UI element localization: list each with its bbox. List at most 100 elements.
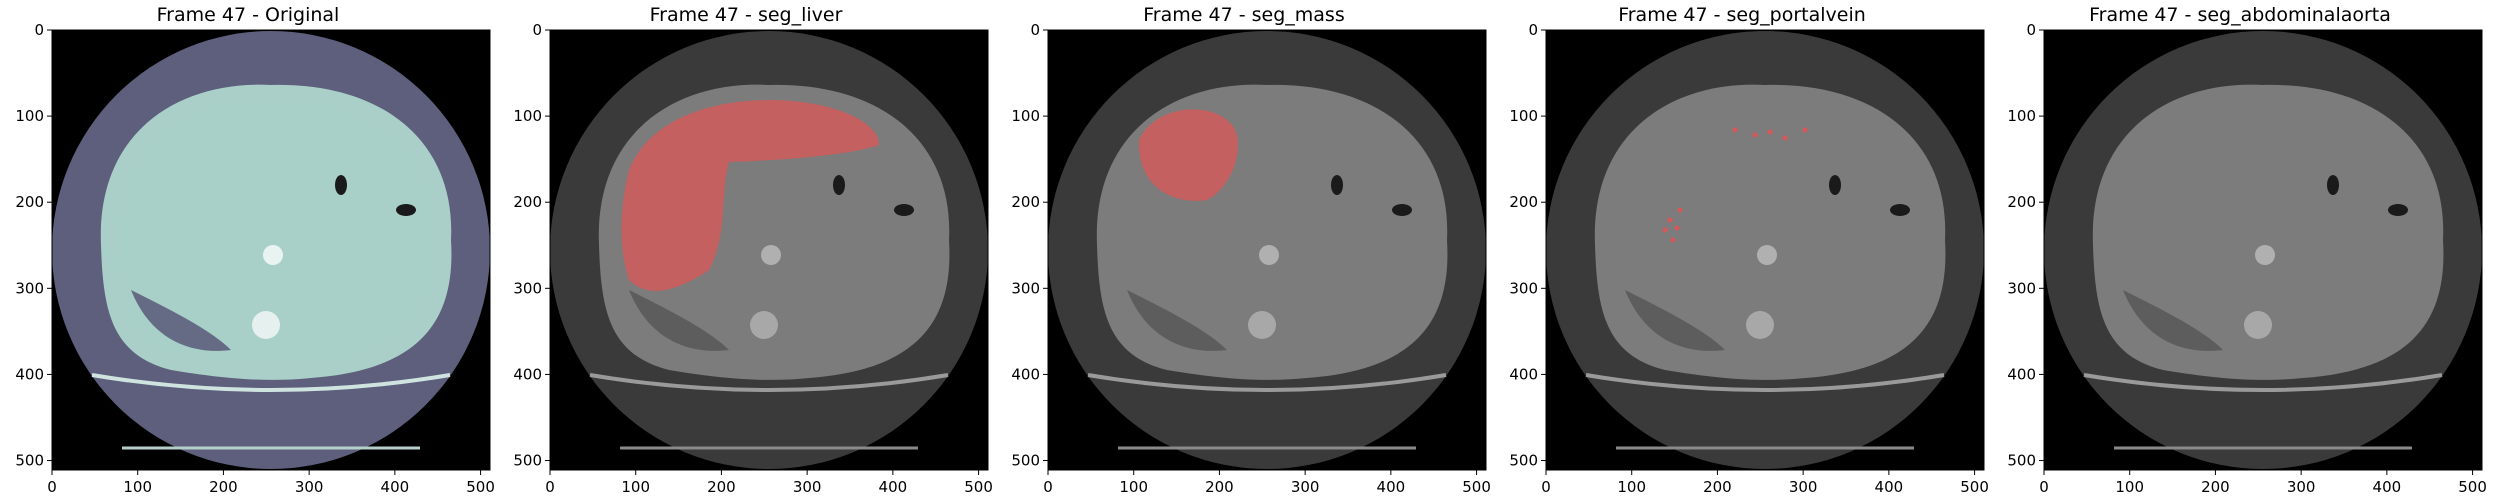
x-tick-label: 0 [545, 478, 555, 496]
bowel-gas [2388, 204, 2408, 216]
panel-title: Frame 47 - seg_portalvein [1618, 4, 1866, 26]
x-tick-label: 400 [879, 478, 908, 496]
y-tick-label: 100 [1011, 107, 1040, 125]
mass-mask [1138, 109, 1238, 201]
scanner-table [589, 373, 949, 392]
axes-frame [2043, 29, 2483, 471]
abdominal-cavity [121, 101, 431, 361]
panel-title: Frame 47 - seg_abdominalaorta [2089, 4, 2391, 26]
vertebra [2244, 311, 2272, 339]
x-tick-label: 500 [964, 478, 993, 496]
image-panel: Frame 47 - Original 0 100 200 300 400 500 0 100 2… [0, 0, 496, 500]
right-lung-base [629, 290, 729, 351]
y-tick-label: 300 [1509, 279, 1538, 297]
y-tick-label: 500 [2007, 452, 2036, 470]
x-tick-label: 200 [707, 478, 736, 496]
x-tick-label: 300 [1291, 478, 1320, 496]
y-tick-label: 200 [513, 193, 542, 211]
y-tick-label: 400 [513, 365, 542, 383]
x-tick-label: 200 [1703, 478, 1732, 496]
y-tick-label: 500 [1509, 452, 1538, 470]
y-tick-label: 100 [1509, 107, 1538, 125]
image-panel: Frame 47 - seg_liver 0 100 200 300 400 500 0 100… [498, 0, 994, 500]
scanner-table [2083, 373, 2443, 392]
aorta [761, 245, 781, 265]
panel-title: Frame 47 - Original [156, 4, 340, 26]
x-tick-label: 100 [123, 478, 152, 496]
panel-title: Frame 47 - seg_mass [1143, 4, 1345, 26]
y-tick-label: 500 [15, 452, 44, 470]
portalvein-mask-fragment [1782, 135, 1788, 141]
x-tick-label: 0 [2039, 478, 2049, 496]
image-content [1546, 30, 1984, 470]
aorta [1259, 245, 1279, 265]
y-tick-label: 300 [15, 279, 44, 297]
y-tick-label: 0 [34, 21, 44, 39]
aorta [1757, 245, 1777, 265]
vertebra [1248, 311, 1276, 339]
y-tick-label: 0 [532, 21, 542, 39]
portalvein-mask-fragment [1752, 132, 1758, 138]
x-tick-label: 500 [466, 478, 495, 496]
x-tick-label: 500 [1960, 478, 1989, 496]
x-tick-label: 400 [381, 478, 410, 496]
y-tick-label: 100 [513, 107, 542, 125]
axes-frame [51, 29, 491, 471]
y-tick-label: 400 [1509, 365, 1538, 383]
right-lung-base [2123, 290, 2223, 351]
y-tick-label: 200 [2007, 193, 2036, 211]
bowel-gas [1890, 204, 1910, 216]
y-tick-label: 200 [1011, 193, 1040, 211]
image-panel: Frame 47 - seg_mass 0 100 200 300 400 500 0 100 2… [996, 0, 1492, 500]
y-tick-label: 200 [1509, 193, 1538, 211]
y-tick-label: 300 [1011, 279, 1040, 297]
portalvein-mask-fragment [1667, 217, 1673, 223]
x-tick-label: 400 [2373, 478, 2402, 496]
axes-frame [1047, 29, 1487, 471]
aorta [2255, 245, 2275, 265]
x-tick-label: 100 [1119, 478, 1148, 496]
right-lung-base [131, 290, 231, 351]
x-tick-label: 100 [1617, 478, 1646, 496]
x-tick-label: 300 [1789, 478, 1818, 496]
y-tick-label: 300 [2007, 279, 2036, 297]
axes-frame [549, 29, 989, 471]
x-tick-label: 500 [2458, 478, 2487, 496]
x-tick-label: 0 [1541, 478, 1551, 496]
right-lung-base [1127, 290, 1227, 351]
bowel-gas [1331, 175, 1343, 195]
y-tick-label: 300 [513, 279, 542, 297]
bowel-gas [833, 175, 845, 195]
abdominal-cavity [1615, 101, 1925, 361]
image-content [1048, 30, 1486, 470]
portalvein-mask-fragment [1767, 129, 1773, 135]
x-tick-label: 300 [2287, 478, 2316, 496]
portalvein-mask-fragment [1662, 227, 1668, 233]
x-tick-label: 500 [1462, 478, 1491, 496]
x-tick-label: 0 [1043, 478, 1053, 496]
y-tick-label: 400 [15, 365, 44, 383]
y-tick-label: 0 [2026, 21, 2036, 39]
x-tick-label: 300 [295, 478, 324, 496]
portalvein-mask-fragment [1677, 207, 1683, 213]
y-tick-label: 500 [513, 452, 542, 470]
image-content [550, 30, 988, 470]
x-tick-label: 100 [2115, 478, 2144, 496]
image-panel: Frame 47 - seg_portalvein 0 100 200 300 400 50… [1494, 0, 1990, 500]
y-tick-label: 100 [2007, 107, 2036, 125]
x-tick-label: 400 [1875, 478, 1904, 496]
bowel-gas [1392, 204, 1412, 216]
y-tick-label: 100 [15, 107, 44, 125]
y-tick-label: 400 [1011, 365, 1040, 383]
y-tick-label: 400 [2007, 365, 2036, 383]
portalvein-mask-fragment [1670, 237, 1676, 243]
portalvein-mask-fragment [1802, 127, 1808, 133]
bowel-gas [2327, 175, 2339, 195]
x-tick-label: 300 [793, 478, 822, 496]
scanner-table [91, 373, 451, 392]
image-content [52, 30, 490, 470]
axes-frame [1545, 29, 1985, 471]
